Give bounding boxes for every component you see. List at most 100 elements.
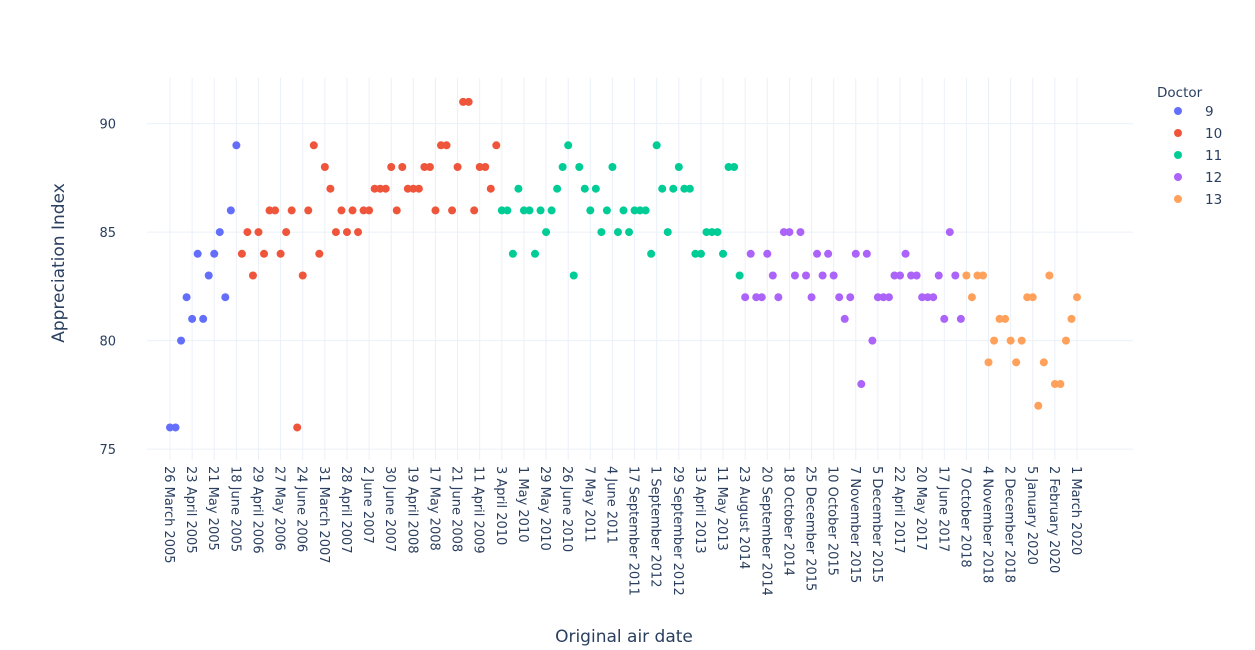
x-tick-label: 29 May 2010: [537, 466, 552, 551]
x-tick-label: 22 April 2017: [891, 466, 906, 554]
data-point-doctor-11: [707, 228, 716, 237]
x-tick-label: 29 September 2012: [670, 466, 685, 596]
data-point-doctor-10: [304, 206, 313, 215]
data-point-doctor-10: [370, 184, 379, 193]
data-point-doctor-12: [818, 271, 827, 280]
data-point-doctor-10: [486, 184, 495, 193]
data-point-doctor-11: [735, 271, 744, 280]
data-point-doctor-13: [995, 314, 1004, 323]
x-tick-label: 23 August 2014: [736, 466, 751, 569]
data-point-doctor-11: [580, 184, 589, 193]
data-point-doctor-10: [365, 206, 374, 215]
legend-marker: [1174, 107, 1182, 115]
data-point-doctor-12: [940, 314, 949, 323]
data-point-doctor-12: [741, 293, 750, 302]
data-point-doctor-10: [309, 141, 318, 150]
data-point-doctor-13: [1045, 271, 1054, 280]
data-point-doctor-12: [796, 228, 805, 237]
x-tick-label: 13 April 2013: [692, 466, 707, 554]
data-point-doctor-13: [1050, 380, 1059, 389]
data-point-doctor-11: [691, 249, 700, 258]
data-point-doctor-13: [967, 293, 976, 302]
data-point-doctor-11: [724, 162, 733, 171]
data-point-doctor-11: [608, 162, 617, 171]
data-point-doctor-10: [376, 184, 385, 193]
data-point-doctor-12: [890, 271, 899, 280]
legend-label: 11: [1205, 148, 1222, 164]
data-point-doctor-10: [331, 228, 340, 237]
x-tick-label: 21 June 2008: [449, 466, 464, 552]
data-point-doctor-11: [597, 228, 606, 237]
data-point-doctor-10: [315, 249, 324, 258]
x-tick-label: 17 May 2008: [426, 466, 441, 551]
data-point-doctor-11: [586, 206, 595, 215]
data-point-doctor-10: [254, 228, 263, 237]
x-tick-label: 18 October 2014: [780, 466, 795, 576]
data-point-doctor-12: [956, 314, 965, 323]
data-point-doctor-11: [503, 206, 512, 215]
data-point-doctor-10: [481, 162, 490, 171]
data-point-doctor-11: [564, 141, 573, 150]
data-point-doctor-13: [1067, 314, 1076, 323]
data-point-doctor-11: [730, 162, 739, 171]
data-point-doctor-13: [1017, 336, 1026, 345]
x-tick-label: 4 November 2018: [980, 466, 995, 583]
data-point-doctor-13: [962, 271, 971, 280]
data-point-doctor-11: [647, 249, 656, 258]
data-point-doctor-11: [569, 271, 578, 280]
data-point-doctor-12: [868, 336, 877, 345]
x-tick-label: 20 September 2014: [758, 466, 773, 596]
y-axis: 75 80 85 90: [99, 118, 116, 459]
x-tick-label: 1 September 2012: [648, 466, 663, 587]
data-point-doctor-11: [619, 206, 628, 215]
data-point-doctor-10: [453, 162, 462, 171]
data-point-doctor-10: [414, 184, 423, 193]
data-point-doctor-11: [602, 206, 611, 215]
x-tick-label: 11 April 2009: [471, 466, 486, 554]
data-point-doctor-12: [884, 293, 893, 302]
data-point-doctor-12: [790, 271, 799, 280]
data-point-doctor-12: [813, 249, 822, 258]
x-tick-label: 24 June 2006: [294, 466, 309, 552]
x-tick-label: 2 February 2020: [1046, 466, 1061, 573]
y-tick-label: 85: [99, 226, 116, 241]
data-point-doctor-10: [403, 184, 412, 193]
y-axis-title: Appreciation Index: [49, 183, 69, 343]
data-point-doctor-12: [923, 293, 932, 302]
data-point-doctor-11: [669, 184, 678, 193]
data-point-doctor-11: [625, 228, 634, 237]
data-point-doctor-11: [542, 228, 551, 237]
data-point-doctor-11: [613, 228, 622, 237]
data-point-doctor-10: [337, 206, 346, 215]
x-tick-label: 18 June 2005: [227, 466, 242, 552]
data-point-doctor-10: [425, 162, 434, 171]
x-tick-label: 1 March 2020: [1068, 466, 1083, 555]
x-tick-label: 19 April 2008: [404, 466, 419, 554]
data-point-doctor-13: [978, 271, 987, 280]
data-point-doctor-9: [204, 271, 213, 280]
data-point-doctor-9: [188, 314, 197, 323]
data-point-doctor-10: [359, 206, 368, 215]
x-tick-label: 1 May 2010: [515, 466, 530, 543]
data-point-doctor-12: [862, 249, 871, 258]
data-point-doctor-12: [768, 271, 777, 280]
data-point-doctor-10: [237, 249, 246, 258]
data-point-doctor-12: [752, 293, 761, 302]
data-point-doctor-11: [663, 228, 672, 237]
data-point-doctor-10: [470, 206, 479, 215]
x-tick-label: 11 May 2013: [714, 466, 729, 551]
data-point-doctor-12: [846, 293, 855, 302]
data-point-doctor-13: [1023, 293, 1032, 302]
x-tick-label: 31 March 2007: [316, 466, 331, 564]
data-point-doctor-9: [215, 228, 224, 237]
data-point-doctor-12: [840, 314, 849, 323]
legend-label: 9: [1205, 104, 1214, 120]
data-point-doctor-9: [177, 336, 186, 345]
data-point-doctor-11: [713, 228, 722, 237]
data-point-doctor-10: [459, 97, 468, 106]
y-tick-label: 75: [99, 443, 116, 458]
x-tick-label: 2 June 2007: [360, 466, 375, 544]
y-tick-label: 90: [99, 118, 116, 133]
data-point-doctor-11: [636, 206, 645, 215]
